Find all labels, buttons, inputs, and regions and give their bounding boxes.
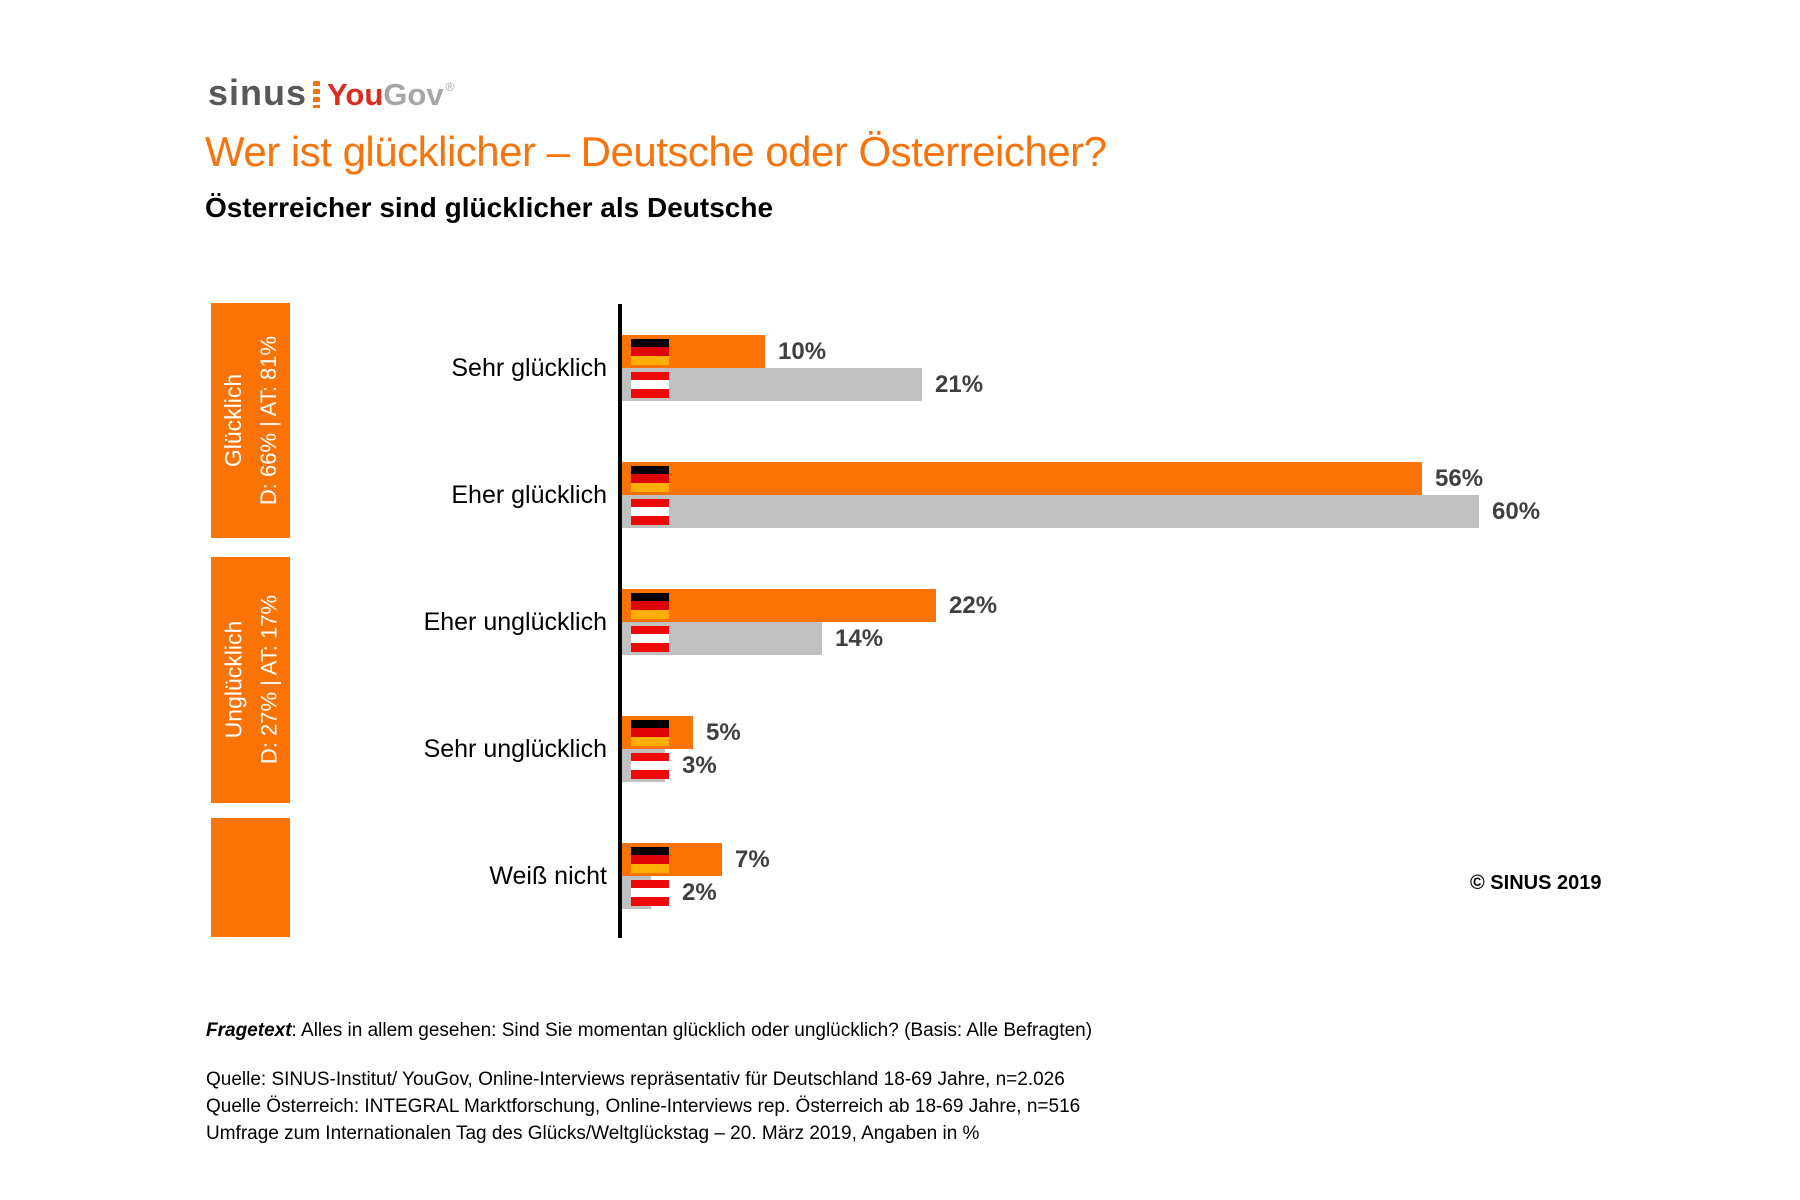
value-label--sterreich-eher-ungl-cklich: 14% xyxy=(835,625,884,652)
austria-flag-icon xyxy=(631,371,669,398)
yougov-logo-gov: Gov xyxy=(383,77,444,112)
band-label-line1: Glücklich xyxy=(219,373,246,468)
category-label-sehr-gl-cklich: Sehr glücklich xyxy=(451,354,607,382)
bar--sterreich-sehr-gl-cklich xyxy=(622,368,922,401)
germany-flag-icon xyxy=(631,719,669,746)
value-label-deutschland-wei-nicht: 7% xyxy=(735,846,770,873)
austria-flag-icon xyxy=(631,879,669,906)
source-line: Quelle: SINUS-Institut/ YouGov, Online-I… xyxy=(206,1069,1065,1090)
value-label-deutschland-sehr-gl-cklich: 10% xyxy=(778,338,827,365)
value-label--sterreich-sehr-gl-cklich: 21% xyxy=(935,371,984,398)
band-label-line1: Unglücklich xyxy=(220,620,246,739)
source-line: Quelle Österreich: INTEGRAL Marktforschu… xyxy=(206,1096,1081,1117)
page-title: Wer ist glücklicher – Deutsche oder Öste… xyxy=(205,128,1107,175)
band-label-ungluecklich: Unglücklich D: 27% | AT: 17% xyxy=(212,557,291,803)
value-label--sterreich-eher-gl-cklich: 60% xyxy=(1492,498,1541,525)
band-ungluecklich xyxy=(211,557,290,803)
category-label-eher-gl-cklich: Eher glücklich xyxy=(451,481,607,509)
sinus-logo-text: sinus xyxy=(208,72,308,113)
page-subtitle: Österreicher sind glücklicher als Deutsc… xyxy=(205,192,774,223)
copyright-note: © SINUS 2019 xyxy=(1470,872,1602,894)
germany-flag-icon xyxy=(631,338,669,365)
germany-flag-icon xyxy=(631,465,669,492)
value-label-deutschland-eher-gl-cklich: 56% xyxy=(1435,465,1484,492)
logo-dotted-divider-icon xyxy=(313,81,321,108)
germany-flag-icon xyxy=(631,846,669,873)
band-gluecklich xyxy=(211,303,290,538)
bar-deutschland-eher-ungl-cklich xyxy=(622,589,936,622)
bar--sterreich-eher-gl-cklich xyxy=(622,495,1479,528)
austria-flag-icon xyxy=(631,498,669,525)
austria-flag-icon xyxy=(631,625,669,652)
value-label--sterreich-sehr-ungl-cklich: 3% xyxy=(682,752,717,779)
fragetext-body: : Alles in allem gesehen: Sind Sie momen… xyxy=(291,1020,1093,1041)
fragetext-line: Fragetext: Alles in allem gesehen: Sind … xyxy=(206,1020,1092,1042)
sinus-yougov-logo: sinus You Gov ® xyxy=(208,72,455,113)
source-line: Umfrage zum Internationalen Tag des Glüc… xyxy=(206,1123,980,1144)
category-label-eher-ungl-cklich: Eher unglücklich xyxy=(423,608,607,636)
yougov-logo-you: You xyxy=(327,77,384,112)
value-label--sterreich-wei-nicht: 2% xyxy=(682,879,717,906)
category-label-wei-nicht: Weiß nicht xyxy=(489,862,607,890)
category-label-sehr-ungl-cklich: Sehr unglücklich xyxy=(423,735,607,763)
value-label-deutschland-sehr-ungl-cklich: 5% xyxy=(706,719,741,746)
registered-trademark-icon: ® xyxy=(445,80,455,94)
austria-flag-icon xyxy=(631,752,669,779)
fragetext-label: Fragetext xyxy=(206,1020,292,1041)
source-block: Quelle: SINUS-Institut/ YouGov, Online-I… xyxy=(206,1066,1080,1147)
bar-deutschland-eher-gl-cklich xyxy=(622,462,1422,495)
value-label-deutschland-eher-ungl-cklich: 22% xyxy=(949,592,998,619)
germany-flag-icon xyxy=(631,592,669,619)
axis-line xyxy=(618,304,622,938)
band-weiss-nicht xyxy=(211,818,290,937)
